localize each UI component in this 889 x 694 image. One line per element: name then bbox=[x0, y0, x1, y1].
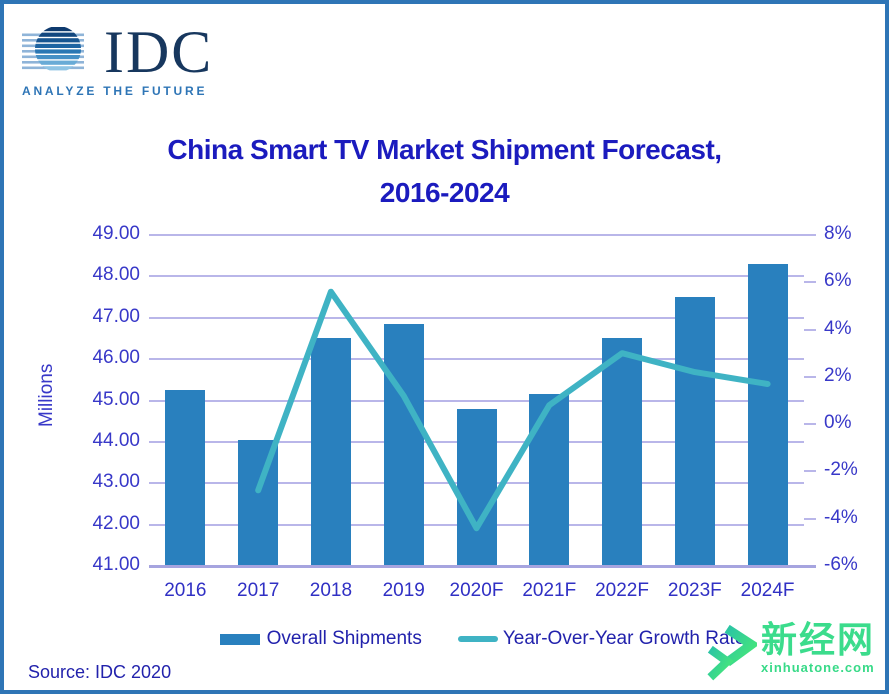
idc-wordmark: IDC bbox=[104, 19, 214, 85]
bar-2017 bbox=[238, 439, 279, 566]
bar-2022F bbox=[602, 338, 643, 566]
right-tick-label: 8% bbox=[824, 223, 852, 244]
right-tick-mark bbox=[804, 517, 816, 520]
x-tick-label: 2019 bbox=[382, 580, 425, 601]
plot-area: Millions 49.00 48.00 47.00 46.00 45.00 44.00 4… bbox=[4, 4, 885, 690]
right-tick-label: 0% bbox=[824, 412, 852, 434]
left-tick-label: 41.00 bbox=[92, 554, 140, 575]
watermark-logo-icon bbox=[707, 624, 757, 681]
legend: Overall Shipments Year-Over-Year Growth … bbox=[149, 628, 816, 650]
gridline bbox=[149, 275, 804, 278]
left-tick-label: 44.00 bbox=[92, 429, 140, 451]
idc-tagline: ANALYZE THE FUTURE bbox=[22, 84, 208, 98]
gridline bbox=[149, 234, 804, 236]
chart-title-line1: China Smart TV Market Shipment Forecast, bbox=[167, 134, 722, 165]
bar-2019 bbox=[383, 323, 424, 566]
chart-title: China Smart TV Market Shipment Forecast,… bbox=[4, 128, 885, 214]
bar-2023F bbox=[674, 297, 715, 566]
watermark-domain: xinhuatone.com bbox=[760, 660, 875, 675]
watermark: 新经网 xinhuatone.com bbox=[701, 622, 875, 684]
right-tick-label: -6% bbox=[824, 554, 858, 575]
x-tick-label: 2020F bbox=[449, 580, 504, 601]
left-tick-label: 42.00 bbox=[92, 512, 140, 534]
x-tick-label: 2018 bbox=[309, 580, 353, 601]
x-tick-label: 2023F bbox=[667, 580, 722, 601]
watermark-name: 新经网 bbox=[760, 620, 875, 661]
legend-line-swatch bbox=[457, 636, 498, 642]
x-tick-label: 2024F bbox=[740, 580, 795, 601]
right-tick-label: 6% bbox=[824, 270, 852, 292]
right-tick-label: -2% bbox=[824, 459, 858, 481]
left-tick-label: 45.00 bbox=[92, 388, 140, 410]
left-tick-label: 49.00 bbox=[92, 223, 140, 244]
chart-title-line2: 2016-2024 bbox=[379, 177, 510, 208]
right-tick-mark bbox=[804, 470, 816, 473]
left-tick-label: 47.00 bbox=[92, 305, 140, 327]
legend-bar-swatch bbox=[219, 633, 260, 645]
x-tick-label: 2021F bbox=[522, 580, 577, 601]
right-tick-mark bbox=[804, 328, 816, 331]
left-tick-label: 43.00 bbox=[92, 471, 140, 493]
x-tick-label: 2022F bbox=[595, 580, 649, 601]
right-tick-mark bbox=[804, 234, 816, 236]
bar-2016 bbox=[165, 390, 206, 566]
left-tick-label: 48.00 bbox=[92, 264, 140, 286]
x-tick-label: 2017 bbox=[237, 580, 280, 601]
bar-2018 bbox=[310, 338, 351, 566]
right-tick-label: -4% bbox=[824, 506, 858, 528]
x-axis-line bbox=[149, 565, 816, 568]
bar-2024F bbox=[747, 263, 788, 566]
right-tick-mark bbox=[804, 423, 816, 426]
right-tick-mark bbox=[804, 281, 816, 284]
idc-globe-icon bbox=[22, 27, 84, 71]
left-tick-label: 46.00 bbox=[92, 347, 140, 369]
right-tick-mark bbox=[804, 375, 816, 378]
source-note: Source: IDC 2020 bbox=[28, 662, 172, 682]
legend-line-label: Year-Over-Year Growth Rate bbox=[502, 628, 746, 649]
x-tick-label: 2016 bbox=[164, 580, 207, 601]
idc-logo: IDC ANALYZE THE FUTURE bbox=[22, 19, 214, 98]
bar-2020F bbox=[456, 408, 497, 566]
bar-2021F bbox=[529, 394, 570, 566]
right-tick-label: 4% bbox=[824, 317, 852, 339]
legend-bar-label: Overall Shipments bbox=[266, 628, 422, 649]
right-tick-label: 2% bbox=[824, 364, 852, 386]
